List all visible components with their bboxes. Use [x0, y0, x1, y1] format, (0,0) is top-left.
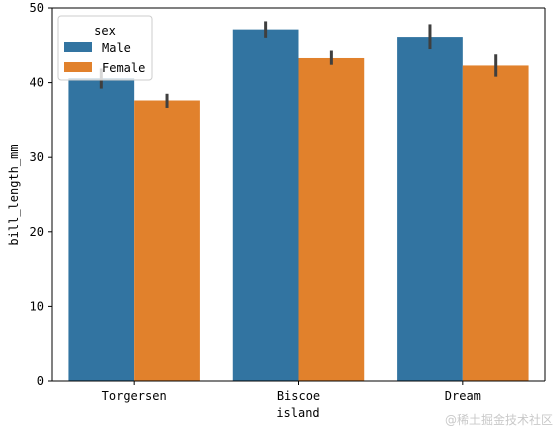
y-tick-label: 10 — [30, 299, 44, 313]
bar-male-torgersen — [68, 78, 135, 382]
legend-title: sex — [94, 24, 116, 38]
y-tick-label: 40 — [30, 76, 44, 90]
x-axis-label: island — [276, 406, 319, 420]
x-tick-label-biscoe: Biscoe — [277, 389, 320, 403]
legend-swatch-male — [64, 42, 92, 52]
x-axis-ticks: Torgersen Biscoe Dream — [102, 381, 481, 403]
legend: sex Male Female — [57, 15, 153, 81]
bar-female-torgersen — [134, 100, 200, 381]
legend-label-male: Male — [102, 41, 131, 55]
y-tick-label: 20 — [30, 225, 44, 239]
bar-female-biscoe — [298, 57, 365, 381]
y-axis-ticks: 0 10 20 30 40 50 — [30, 1, 52, 388]
x-tick-label-dream: Dream — [445, 389, 481, 403]
y-tick-label: 50 — [30, 1, 44, 15]
x-tick-label-torgersen: Torgersen — [102, 389, 167, 403]
bar-male-dream — [397, 37, 463, 382]
bar-female-dream — [462, 65, 529, 381]
y-axis-label: bill_length_mm — [7, 144, 21, 245]
y-tick-label: 0 — [37, 374, 44, 388]
bars-layer — [68, 29, 529, 382]
bar-male-biscoe — [232, 29, 299, 381]
legend-swatch-female — [64, 62, 92, 72]
y-tick-label: 30 — [30, 150, 44, 164]
watermark: @稀土掘金技术社区 — [445, 412, 553, 427]
legend-label-female: Female — [102, 61, 145, 75]
